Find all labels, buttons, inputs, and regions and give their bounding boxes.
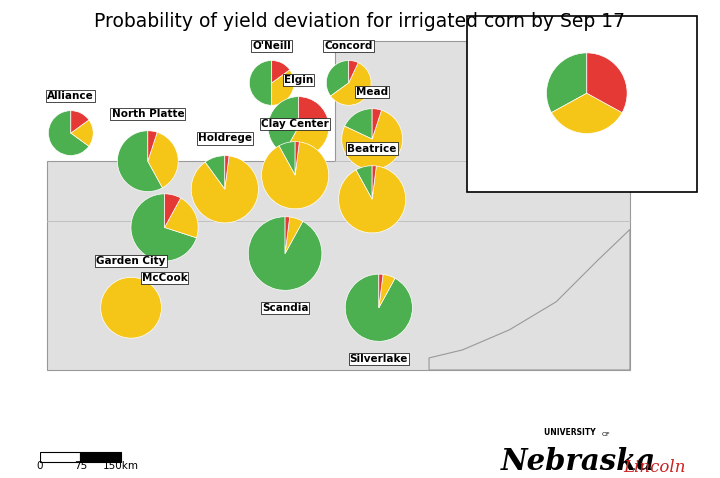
Wedge shape xyxy=(148,132,179,188)
Wedge shape xyxy=(148,131,157,161)
Text: Mead: Mead xyxy=(356,87,388,98)
Wedge shape xyxy=(372,166,377,199)
Text: Beatrice: Beatrice xyxy=(348,143,397,153)
Wedge shape xyxy=(192,156,258,223)
Text: Lincoln: Lincoln xyxy=(623,458,685,476)
Text: 150km: 150km xyxy=(103,461,139,471)
Text: Above: Above xyxy=(660,78,697,91)
Wedge shape xyxy=(285,217,289,253)
Wedge shape xyxy=(552,93,622,133)
Text: North Platte: North Platte xyxy=(112,109,184,120)
Wedge shape xyxy=(295,141,300,175)
Wedge shape xyxy=(71,111,89,133)
Text: Clay Center: Clay Center xyxy=(261,120,329,130)
Wedge shape xyxy=(205,156,225,189)
Text: OF: OF xyxy=(602,433,611,437)
Bar xyxy=(40,452,81,462)
Wedge shape xyxy=(101,277,161,338)
Wedge shape xyxy=(249,61,271,105)
Wedge shape xyxy=(117,131,163,192)
Text: yield to be:: yield to be: xyxy=(479,48,541,58)
Text: 0: 0 xyxy=(36,461,43,471)
Text: Garden City: Garden City xyxy=(96,256,166,266)
Wedge shape xyxy=(268,97,299,154)
Wedge shape xyxy=(326,61,348,96)
Text: O'Neill: O'Neill xyxy=(252,41,291,51)
Bar xyxy=(81,452,121,462)
Wedge shape xyxy=(248,217,322,290)
Wedge shape xyxy=(345,109,372,139)
Text: Elgin: Elgin xyxy=(284,75,313,85)
Text: UNIVERSITY: UNIVERSITY xyxy=(544,428,598,437)
Wedge shape xyxy=(356,166,372,199)
FancyBboxPatch shape xyxy=(467,16,697,192)
Wedge shape xyxy=(225,156,229,189)
Text: Near: Near xyxy=(486,78,514,91)
Wedge shape xyxy=(379,274,383,308)
Wedge shape xyxy=(165,194,181,228)
Text: McCook: McCook xyxy=(142,273,187,283)
Wedge shape xyxy=(345,274,413,341)
Text: Probability of yield deviation for irrigated corn by Sep 17: Probability of yield deviation for irrig… xyxy=(94,12,626,31)
Wedge shape xyxy=(165,198,198,238)
Wedge shape xyxy=(271,61,290,83)
Wedge shape xyxy=(279,141,295,175)
Text: Alliance: Alliance xyxy=(48,91,94,101)
Text: Concord: Concord xyxy=(325,41,373,51)
Polygon shape xyxy=(48,41,630,370)
Wedge shape xyxy=(271,70,294,105)
Wedge shape xyxy=(348,61,359,83)
Wedge shape xyxy=(379,274,395,308)
Wedge shape xyxy=(261,142,329,209)
Wedge shape xyxy=(285,217,303,253)
Text: Scandia: Scandia xyxy=(262,304,308,314)
Wedge shape xyxy=(71,120,93,146)
Wedge shape xyxy=(342,110,402,170)
Wedge shape xyxy=(48,111,89,155)
Wedge shape xyxy=(330,63,371,105)
Wedge shape xyxy=(299,97,328,127)
Text: Holdrege: Holdrege xyxy=(198,133,252,143)
Wedge shape xyxy=(284,123,329,157)
Text: Probability (%) of 2019: Probability (%) of 2019 xyxy=(479,25,606,35)
Text: Nebraska: Nebraska xyxy=(500,446,655,476)
Text: Silverlake: Silverlake xyxy=(350,354,408,364)
Text: Below: Below xyxy=(482,111,518,124)
Polygon shape xyxy=(429,229,630,370)
Wedge shape xyxy=(546,53,587,113)
Wedge shape xyxy=(131,194,197,261)
Text: 75: 75 xyxy=(73,461,87,471)
Wedge shape xyxy=(372,109,382,139)
Wedge shape xyxy=(587,53,627,113)
Wedge shape xyxy=(338,166,406,233)
Text: (relative to long-term yield): (relative to long-term yield) xyxy=(488,162,632,171)
